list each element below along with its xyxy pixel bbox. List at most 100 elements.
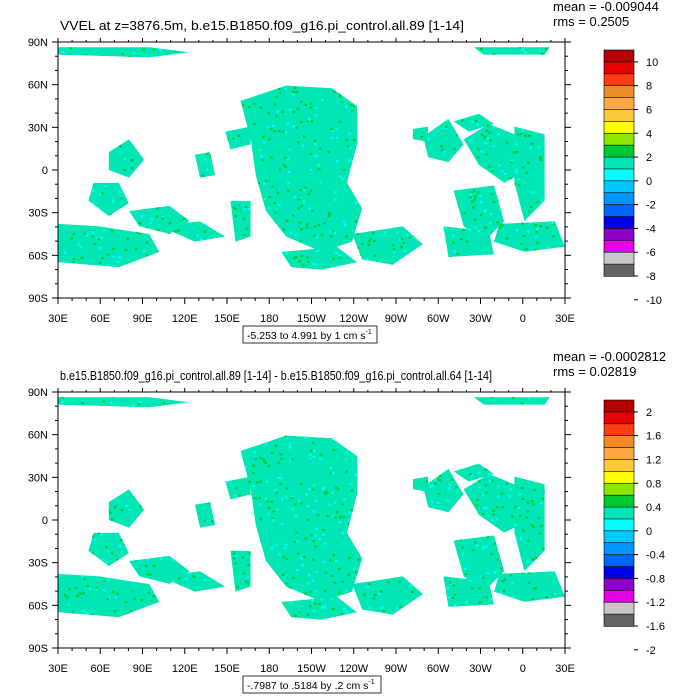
land-region	[352, 576, 423, 615]
land-region	[225, 126, 251, 150]
colorbar-box	[603, 192, 635, 206]
x-tick-label: 60E	[90, 313, 110, 325]
land-region	[453, 463, 494, 482]
land-region	[108, 139, 145, 178]
colorbar-box	[603, 518, 635, 532]
land-region	[230, 200, 251, 242]
x-tick-label: 0	[520, 663, 526, 675]
panel-bottom: b.e15.B1850.f09_g16.pi_control.all.89 [1…	[28, 349, 666, 694]
x-tick-label: 150E	[214, 313, 240, 325]
colorbar-label: 4	[646, 128, 652, 140]
colorbar-box	[603, 132, 635, 146]
colorbar-box	[603, 423, 635, 437]
land-region	[352, 226, 423, 265]
x-tick-label: 30E	[555, 663, 575, 675]
colorbar-box	[603, 435, 635, 449]
colorbar-box	[603, 411, 635, 425]
land-region	[159, 571, 226, 592]
colorbar-label: 1.6	[646, 431, 661, 443]
colorbar-label: 2	[646, 152, 652, 164]
colorbar-box	[603, 49, 635, 63]
land-region	[108, 489, 145, 528]
y-tick-label: 90N	[28, 387, 48, 399]
mean-label: mean = -0.009044	[553, 0, 659, 14]
x-tick-label: 0	[520, 313, 526, 325]
colorbar-box	[603, 459, 635, 473]
x-tick-label: 120E	[172, 663, 198, 675]
contour-range-box: -.7987 to .5184 by .2 cm s-1	[242, 675, 382, 694]
y-tick-label: 60S	[28, 600, 48, 612]
x-tick-label: 120W	[339, 313, 368, 325]
colorbar-box	[603, 494, 635, 508]
colorbar: 10 8 6 4 2 0 -2 -4 -6 -8 -10	[603, 49, 662, 307]
colorbar-label: -2	[646, 200, 656, 212]
rms-label: rms = 0.02819	[553, 364, 636, 379]
colorbar-label: 10	[646, 57, 658, 69]
land-region	[225, 476, 251, 500]
colorbar-box	[603, 506, 635, 520]
colorbar-box	[603, 482, 635, 496]
y-tick-label: 60S	[28, 250, 48, 262]
y-tick-label: 0	[42, 515, 48, 527]
land-region	[240, 435, 363, 602]
land-region	[423, 468, 464, 513]
colorbar-box	[603, 590, 635, 603]
land-region	[453, 185, 505, 242]
y-tick-label: 30S	[28, 558, 48, 570]
colorbar-box	[603, 61, 635, 75]
land-region	[463, 473, 530, 533]
y-tick-label: 90S	[28, 643, 48, 655]
velocity-field	[58, 47, 565, 270]
land-region	[473, 47, 550, 55]
land-region	[58, 223, 160, 268]
land-region	[88, 182, 129, 217]
colorbar-box	[603, 601, 635, 615]
land-region	[281, 596, 358, 620]
colorbar-label: -2	[646, 645, 656, 657]
contour-range-label: -5.253 to 4.991 by 1 cm s-1	[247, 329, 372, 342]
land-region	[58, 573, 160, 618]
x-tick-label: 30W	[469, 663, 492, 675]
x-tick-label: 120E	[172, 313, 198, 325]
colorbar-box	[603, 554, 635, 568]
colorbar-box	[603, 578, 635, 592]
colorbar-box	[603, 447, 635, 461]
colorbar-label: 0.8	[646, 478, 661, 490]
land-region	[58, 47, 190, 58]
land-region	[194, 502, 216, 528]
x-tick-label: 90W	[385, 313, 408, 325]
land-region	[326, 118, 342, 140]
colorbar-box	[603, 180, 635, 194]
land-region	[443, 576, 494, 607]
colorbar-box	[603, 73, 635, 87]
mean-label: mean = -0.0002812	[553, 349, 666, 364]
y-tick-label: 60N	[28, 430, 48, 442]
rms-label: rms = 0.2505	[553, 14, 629, 29]
velocity-field	[58, 397, 565, 620]
land-region	[194, 152, 216, 178]
colorbar: 2 1.6 1.2 0.8 0.4 0 -0.4 -0.8 -1.2 -1.6 -2	[603, 399, 665, 657]
land-region	[514, 126, 545, 222]
x-tick-label: 30E	[48, 663, 68, 675]
colorbar-label: -0.4	[646, 550, 665, 562]
contour-range-box: -5.253 to 4.991 by 1 cm s-1	[242, 325, 378, 344]
y-tick-label: 60N	[28, 80, 48, 92]
land-region	[453, 113, 494, 132]
x-tick-label: 60W	[427, 663, 450, 675]
colorbar-label: -1.6	[646, 621, 665, 633]
colorbar-label: -4	[646, 223, 656, 235]
colorbar-label: 0	[646, 526, 652, 538]
y-tick-label: 30N	[28, 472, 48, 484]
colorbar-box	[603, 613, 635, 627]
contour-range-label: -.7987 to .5184 by .2 cm s-1	[247, 679, 375, 692]
colorbar-box	[603, 566, 635, 580]
panel-title: b.e15.B1850.f09_g16.pi_control.all.89 [1…	[60, 368, 492, 383]
x-tick-label: 150W	[297, 663, 326, 675]
colorbar-label: 0	[646, 176, 652, 188]
land-region	[443, 226, 494, 257]
land-region	[412, 126, 429, 142]
colorbar-label: -8	[646, 271, 656, 283]
land-region	[494, 221, 565, 252]
y-tick-label: 90S	[28, 293, 48, 305]
colorbar-label: -0.8	[646, 573, 665, 585]
